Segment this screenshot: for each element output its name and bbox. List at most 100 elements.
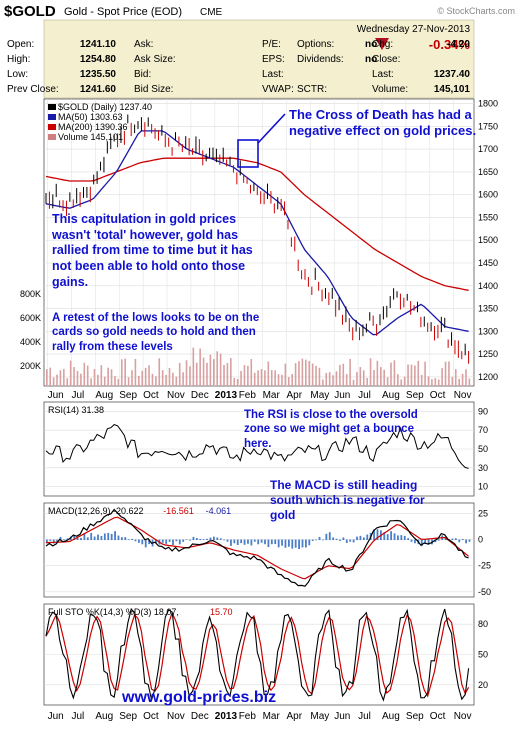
macd-histogram-bar	[230, 539, 232, 546]
volume-bar	[332, 375, 334, 386]
volume-bar	[185, 360, 188, 386]
month-tick-label: Jun	[48, 390, 64, 401]
cross-pointer	[257, 113, 286, 144]
volume-bar	[233, 378, 236, 386]
quote-value: no	[365, 39, 377, 50]
macd-histogram-bar	[325, 533, 328, 541]
quote-label: SCTR:	[297, 84, 327, 95]
quote-label: Options:	[297, 39, 334, 50]
quote-label: High:	[7, 54, 30, 65]
volume-bar	[253, 372, 256, 386]
macd-histogram-bar	[59, 536, 62, 541]
macd-histogram-bar	[352, 539, 355, 543]
macd-histogram-bar	[117, 535, 120, 541]
volume-bar	[270, 370, 273, 386]
volume-bar	[165, 374, 167, 386]
volume-bar	[243, 365, 246, 386]
annotation-capitulation: This capitulation in gold prices wasn't …	[52, 212, 253, 289]
volume-bar	[393, 360, 396, 386]
month-tick-label: Oct	[430, 390, 446, 401]
quote-label: Chg:	[372, 39, 393, 50]
macd-histogram-bar	[390, 531, 393, 541]
volume-bar	[202, 357, 205, 386]
macd-histogram-bar	[73, 535, 76, 541]
volume-tick-label: 600K	[20, 313, 41, 323]
quote-date: Wednesday 27-Nov-2013	[357, 24, 471, 35]
macd-histogram-bar	[219, 538, 222, 541]
month-tick-label: Nov	[167, 711, 185, 722]
volume-bar	[182, 372, 184, 386]
price-legend-item: MA(50) 1303.63	[58, 112, 123, 122]
volume-bar	[339, 364, 341, 386]
month-tick-label: Mar	[263, 711, 281, 722]
month-tick-label: Sep	[406, 390, 424, 401]
macd-histogram-bar	[328, 532, 331, 541]
macd-histogram-bar	[264, 539, 266, 545]
month-tick-label: Apr	[286, 390, 302, 401]
month-tick-label: Aug	[382, 711, 400, 722]
volume-bar	[93, 369, 96, 386]
price-legend-item: MA(200) 1390.36	[58, 122, 128, 132]
month-tick-label: Mar	[263, 390, 281, 401]
indicator-tick-label: 30	[478, 463, 488, 473]
indicator-tick-label: 90	[478, 406, 488, 416]
macd-histogram-bar	[386, 534, 389, 541]
volume-bar	[209, 354, 212, 386]
month-tick-label: Dec	[191, 711, 209, 722]
volume-bar	[359, 367, 362, 386]
macd-histogram-bar	[114, 531, 116, 541]
month-tick-label: Jul	[358, 711, 371, 722]
annotation-macd: The MACD is still heading south which is…	[270, 478, 425, 522]
quote-value: 1241.60	[80, 84, 117, 95]
price-tick-label: 1250	[478, 349, 498, 359]
volume-bar	[403, 376, 406, 386]
volume-bar	[362, 370, 365, 386]
volume-bar	[284, 363, 287, 386]
macd-histogram-bar	[420, 539, 423, 547]
volume-bar	[52, 377, 55, 386]
macd-histogram-bar	[138, 539, 140, 543]
macd-histogram-bar	[76, 537, 79, 541]
volume-bar	[281, 374, 283, 386]
macd-histogram-bar	[216, 537, 219, 541]
month-tick-label: Jul	[71, 390, 84, 401]
macd-histogram-bar	[141, 539, 144, 545]
macd-histogram-bar	[110, 533, 113, 541]
macd-histogram-bar	[97, 534, 99, 541]
volume-bar	[192, 347, 195, 386]
volume-bar	[369, 358, 372, 386]
change-pct: -0.34%	[429, 37, 471, 52]
macd-histogram-bar	[161, 539, 164, 543]
month-tick-label: 2013	[215, 711, 238, 722]
macd-histogram-bar	[90, 532, 93, 541]
macd-histogram-bar	[83, 533, 86, 541]
volume-bar	[366, 378, 368, 386]
volume-bar	[199, 348, 201, 386]
watermark: © StockCharts.com	[437, 6, 515, 16]
volume-tick-label: 200K	[20, 361, 41, 371]
price-tick-label: 1300	[478, 326, 498, 336]
month-tick-label: May	[310, 390, 329, 401]
indicator-tick-label: 20	[478, 680, 488, 690]
volume-bar	[134, 358, 137, 386]
volume-bar	[103, 376, 106, 386]
month-tick-label: 2013	[215, 390, 238, 401]
volume-bar	[49, 367, 52, 386]
annotation-cross: The Cross of Death has had a negative ef…	[289, 107, 477, 139]
volume-bar	[59, 370, 62, 386]
macd-histogram-bar	[257, 539, 260, 545]
volume-bar	[386, 377, 389, 386]
macd-histogram-bar	[212, 536, 215, 541]
macd-histogram-bar	[339, 539, 341, 541]
macd-histogram-bar	[322, 539, 324, 541]
volume-bar	[458, 378, 460, 386]
macd-histogram-bar	[100, 536, 103, 541]
volume-bar	[97, 374, 99, 386]
macd-histogram-bar	[168, 539, 171, 542]
volume-bar	[236, 378, 239, 386]
macd-histogram-bar	[291, 539, 294, 549]
month-tick-label: Apr	[286, 711, 302, 722]
macd-histogram-bar	[397, 535, 399, 541]
volume-bar	[223, 365, 225, 386]
macd-histogram-bar	[178, 539, 181, 545]
